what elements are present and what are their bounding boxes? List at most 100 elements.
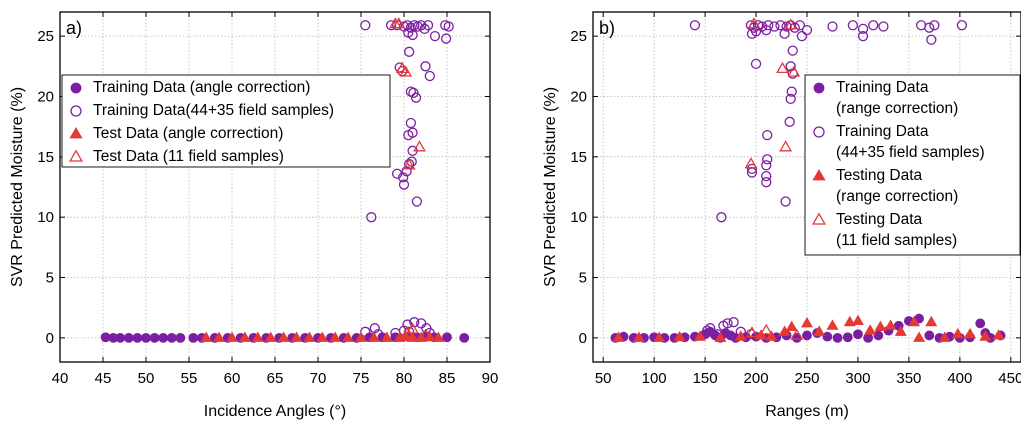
data-point	[402, 158, 416, 170]
data-point	[762, 154, 773, 165]
data-point	[925, 315, 938, 327]
chart-panel-b: 50 100 150 200 250 300 350 400 450 0 5 10 15 20 25 Rang…	[542, 11, 1021, 420]
data-point	[632, 331, 645, 342]
data-point	[784, 18, 798, 30]
data-point	[407, 29, 418, 41]
data-point	[852, 314, 864, 326]
grid-lines	[60, 12, 490, 362]
series-3	[200, 330, 445, 342]
data-point	[123, 332, 134, 343]
data-point	[213, 331, 226, 342]
x-tick-label: 90	[482, 370, 499, 387]
legend-label: (44+35 field samples)	[836, 144, 985, 161]
data-point	[158, 332, 169, 343]
data-point	[956, 20, 968, 31]
data-point	[440, 33, 452, 44]
data-point	[761, 24, 772, 36]
data-point	[728, 317, 739, 328]
data-point	[380, 331, 393, 342]
x-tick-label: 350	[896, 370, 921, 387]
data-point	[863, 332, 874, 343]
x-tick-label: 60	[224, 370, 241, 387]
data-point	[420, 61, 431, 72]
data-point	[784, 116, 795, 127]
data-point	[264, 331, 277, 342]
data-point	[750, 26, 762, 37]
data-point	[200, 331, 213, 342]
legend-marker	[68, 149, 84, 162]
legend-label: Testing Data	[836, 167, 923, 184]
data-point	[360, 20, 371, 31]
x-tick-label: 40	[52, 370, 69, 387]
data-point	[367, 331, 380, 342]
data-point	[716, 212, 727, 223]
x-tick-label: 400	[947, 370, 972, 387]
data-point	[734, 330, 747, 341]
legend-label: (range correction)	[836, 188, 958, 205]
legend-marker	[813, 126, 825, 138]
data-point	[408, 87, 419, 99]
data-point	[277, 331, 290, 342]
x-tick-label: 45	[95, 370, 112, 387]
legend: Training Data (angle correction) Training…	[61, 74, 391, 168]
data-point	[404, 46, 415, 57]
data-point	[429, 30, 441, 42]
data-point	[391, 168, 403, 179]
data-point	[979, 330, 992, 341]
data-point	[884, 319, 897, 330]
data-point	[864, 324, 877, 335]
data-point	[653, 331, 666, 342]
data-point	[826, 319, 839, 330]
data-point	[789, 22, 800, 33]
data-point	[873, 330, 884, 341]
data-point	[132, 332, 143, 343]
data-point	[329, 331, 342, 342]
legend-label: Test Data (angle correction)	[93, 125, 283, 142]
y-tick-label: 0	[579, 330, 587, 347]
data-point	[369, 323, 380, 334]
data-point	[832, 332, 843, 343]
data-point	[752, 20, 764, 31]
legend-label: (range correction)	[836, 100, 958, 117]
data-point	[929, 20, 940, 31]
data-point	[397, 172, 409, 183]
data-point	[781, 21, 792, 32]
ticks: 40 45 50 55 60 65 70 75 80 85 90 0 5 10 15 20 25	[37, 12, 498, 387]
legend-label: Training Data (angle correction)	[93, 79, 310, 96]
series-2	[360, 20, 454, 340]
data-point	[822, 331, 833, 342]
data-point	[802, 330, 812, 341]
data-point	[964, 327, 976, 339]
data-point	[763, 20, 774, 31]
series-3	[612, 314, 1005, 342]
series-2	[689, 20, 968, 340]
x-tick-label: 75	[353, 370, 370, 387]
y-tick-label: 15	[570, 149, 587, 166]
y-tick-label: 10	[37, 209, 54, 226]
chart-panel-a: 40 45 50 55 60 65 70 75 80 85 90 0 5 10 15 20 25 Incidenc…	[9, 11, 498, 420]
legend-label: Test Data (11 field samples)	[93, 148, 284, 165]
y-tick-label: 5	[46, 270, 54, 287]
x-tick-label: 65	[267, 370, 284, 387]
data-point	[780, 196, 791, 207]
data-point	[442, 332, 452, 343]
x-tick-label: 300	[845, 370, 870, 387]
data-point	[747, 17, 761, 29]
legend-marker	[812, 169, 826, 181]
data-point	[853, 329, 863, 340]
data-point	[894, 325, 907, 336]
x-tick-label: 70	[310, 370, 327, 387]
data-point	[419, 23, 430, 35]
data-point	[785, 61, 796, 72]
data-point	[765, 330, 778, 341]
data-point	[878, 21, 889, 32]
data-point	[926, 34, 937, 45]
x-tick-label: 85	[439, 370, 456, 387]
data-point	[744, 157, 758, 169]
data-point	[776, 61, 789, 74]
data-point	[303, 331, 316, 342]
data-point	[827, 21, 838, 32]
data-point	[406, 156, 417, 167]
data-point	[759, 323, 773, 335]
